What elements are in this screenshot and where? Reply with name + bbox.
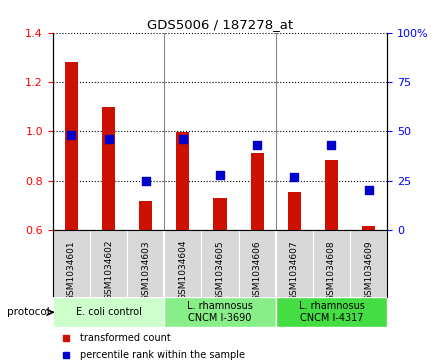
Point — [68, 132, 75, 138]
Text: GSM1034603: GSM1034603 — [141, 240, 150, 301]
Bar — [213, 198, 227, 230]
Bar — [164, 297, 276, 327]
Bar — [325, 160, 338, 230]
Point — [216, 172, 224, 178]
Bar — [102, 107, 115, 230]
Text: L. rhamnosus
CNCM I-3690: L. rhamnosus CNCM I-3690 — [187, 302, 253, 323]
Bar — [65, 62, 78, 230]
Point — [180, 136, 187, 142]
Text: GSM1034601: GSM1034601 — [67, 240, 76, 301]
Point — [365, 187, 372, 193]
Text: GSM1034607: GSM1034607 — [290, 240, 299, 301]
Point — [142, 178, 149, 183]
Text: protocol: protocol — [7, 307, 49, 317]
Text: GSM1034602: GSM1034602 — [104, 240, 113, 301]
Point — [253, 142, 260, 148]
Bar — [176, 132, 189, 230]
Bar — [288, 192, 301, 230]
Text: percentile rank within the sample: percentile rank within the sample — [80, 350, 245, 360]
Bar — [362, 226, 375, 230]
Text: L. rhamnosus
CNCM I-4317: L. rhamnosus CNCM I-4317 — [298, 302, 364, 323]
Text: GSM1034609: GSM1034609 — [364, 240, 373, 301]
Text: GSM1034606: GSM1034606 — [253, 240, 262, 301]
Bar — [139, 201, 152, 230]
Text: GSM1034605: GSM1034605 — [216, 240, 224, 301]
Bar — [53, 297, 164, 327]
Point — [291, 174, 298, 179]
Point — [328, 142, 335, 148]
Text: transformed count: transformed count — [80, 333, 170, 343]
Bar — [251, 154, 264, 230]
Title: GDS5006 / 187278_at: GDS5006 / 187278_at — [147, 19, 293, 32]
Text: E. coli control: E. coli control — [76, 307, 142, 317]
Text: GSM1034604: GSM1034604 — [178, 240, 187, 301]
Point — [105, 136, 112, 142]
Bar — [276, 297, 387, 327]
Text: GSM1034608: GSM1034608 — [327, 240, 336, 301]
